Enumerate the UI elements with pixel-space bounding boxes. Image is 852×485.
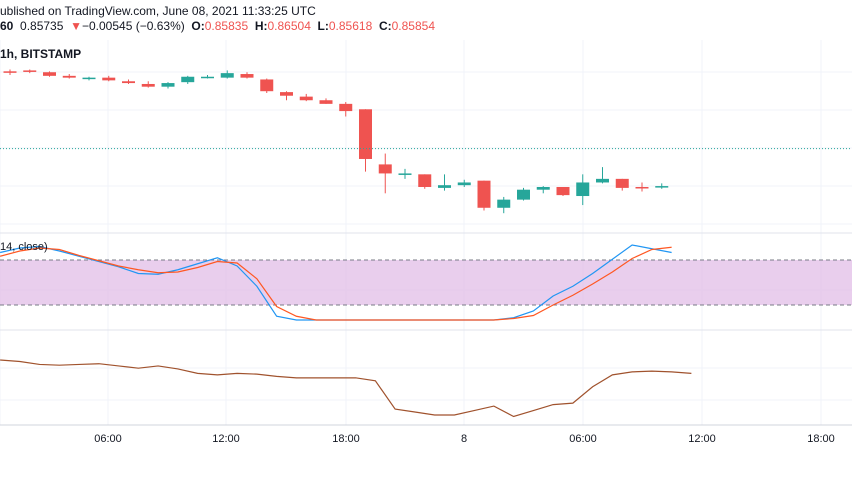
candle-body-30	[596, 178, 609, 183]
candle-body-10	[201, 76, 214, 79]
candle-body-15	[299, 96, 313, 101]
candle-body-32	[635, 186, 649, 189]
candle-body-25	[497, 199, 511, 208]
candle-body-5	[102, 77, 116, 81]
candle-body-33	[655, 186, 669, 188]
stoch-rsi-pane	[0, 244, 852, 321]
high-value: 0.86504	[267, 19, 311, 33]
x-tick-label-0: 06:00	[94, 433, 122, 445]
change-value: −0.00545 (−0.63%)	[81, 19, 185, 33]
down-arrow-icon: ▼	[70, 19, 82, 33]
low-value: 0.85618	[328, 19, 373, 33]
close-label: C:	[378, 19, 392, 33]
lower-indicator-pane	[0, 359, 692, 418]
candle-body-28	[556, 186, 570, 196]
x-tick-label-3: 8	[461, 433, 467, 445]
close-value: 0.85854	[391, 19, 435, 33]
candle-body-0	[3, 71, 17, 73]
stoch-line-1	[0, 246, 672, 321]
candle-body-1	[23, 70, 37, 72]
candle-body-27	[536, 186, 550, 190]
candle-body-23	[457, 182, 471, 186]
candle-body-14	[280, 92, 293, 96]
candlestick-series	[3, 69, 669, 214]
low-label: L:	[317, 19, 329, 33]
candle-body-9	[181, 76, 195, 83]
last-price: 0.85735	[20, 19, 64, 33]
candle-body-13	[260, 79, 274, 92]
x-tick-label-4: 06:00	[569, 433, 597, 445]
candle-body-20	[398, 173, 412, 175]
candle-body-21	[418, 174, 432, 187]
candle-body-24	[477, 180, 491, 208]
candle-body-16	[319, 100, 333, 104]
candle-body-18	[359, 109, 372, 159]
candle-body-3	[62, 75, 76, 78]
open-value: 0.85835	[204, 19, 249, 33]
open-label: O:	[191, 19, 205, 33]
candle-body-17	[339, 103, 353, 112]
candle-body-8	[161, 83, 175, 87]
x-tick-label-6: 18:00	[807, 433, 835, 445]
published-line: ublished on TradingView.com, June 08, 20…	[0, 4, 316, 18]
x-tick-label-1: 12:00	[212, 433, 240, 445]
candle-body-29	[576, 182, 590, 197]
x-tick-label-2: 18:00	[332, 433, 360, 445]
candle-body-2	[43, 72, 56, 76]
interval-label: 60	[0, 19, 14, 33]
candle-body-19	[378, 164, 392, 174]
time-axis: 06:00 12:00 18:00 8 06:00 12:00 18:00	[94, 433, 835, 445]
candle-body-11	[220, 73, 234, 78]
high-label: H:	[254, 19, 268, 33]
candle-body-31	[615, 178, 629, 188]
candle-body-7	[141, 83, 155, 87]
candle-body-6	[122, 81, 135, 84]
symbol-label: 1h, BITSTAMP	[0, 47, 82, 61]
lower-line	[0, 359, 692, 418]
candle-body-12	[240, 74, 254, 78]
candle-body-26	[517, 189, 530, 200]
candle-body-22	[438, 185, 451, 188]
candle-body-4	[82, 77, 96, 80]
indicator-label: 14, close)	[0, 241, 48, 253]
x-tick-label-5: 12:00	[688, 433, 716, 445]
stoch-band	[0, 260, 852, 305]
price-line: 60 0.85735 ▼−0.00545 (−0.63%) O:0.85835 …	[0, 19, 435, 33]
